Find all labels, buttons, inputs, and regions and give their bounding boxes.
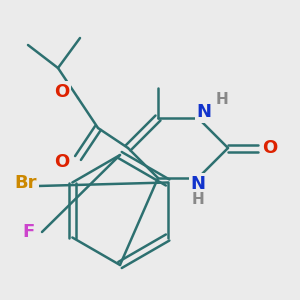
- Text: H: H: [216, 92, 228, 107]
- Text: N: N: [190, 175, 206, 193]
- Text: H: H: [192, 193, 204, 208]
- Text: O: O: [262, 139, 278, 157]
- Text: F: F: [22, 223, 34, 241]
- Text: O: O: [54, 83, 70, 101]
- Text: N: N: [196, 103, 211, 121]
- Text: Br: Br: [15, 174, 37, 192]
- Text: O: O: [54, 153, 70, 171]
